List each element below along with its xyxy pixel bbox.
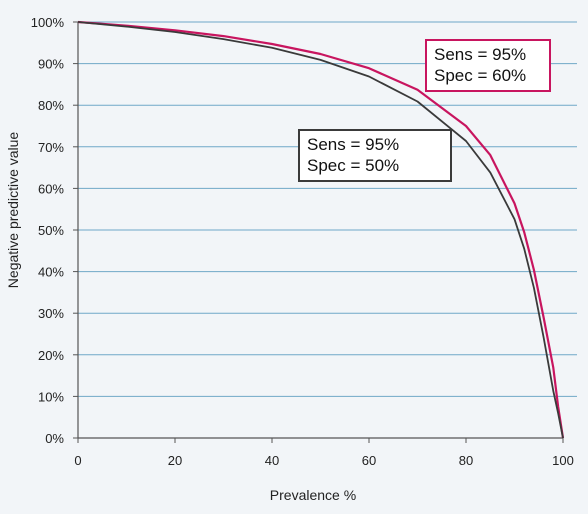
series-line-2	[77, 21, 564, 439]
y-tick-label: 90%	[38, 57, 64, 72]
x-tick-label: 0	[74, 453, 81, 468]
x-tick-label: 60	[362, 453, 376, 468]
annotation-line: Spec = 50%	[307, 156, 399, 175]
annotation-line: Sens = 95%	[307, 135, 399, 154]
x-axis-title: Prevalence %	[270, 487, 356, 503]
x-tick-label: 100	[552, 453, 574, 468]
annotation-line: Spec = 60%	[434, 66, 526, 85]
annotation-border	[425, 39, 551, 92]
x-tick-label: 40	[265, 453, 279, 468]
x-tick-label: 80	[459, 453, 473, 468]
annotations: Sens = 95% Spec = 60% Sens = 95% Spec = 50%	[298, 39, 551, 182]
axes: 0% 10% 20% 30% 40% 50% 60% 70% 80% 90% 100% 0 20 40 60…	[31, 15, 574, 468]
y-tick-label: 0%	[45, 431, 64, 446]
gridlines	[78, 21, 577, 397]
y-tick-label: 70%	[38, 140, 64, 155]
y-tick-label: 30%	[38, 306, 64, 321]
x-tick-label: 20	[168, 453, 182, 468]
y-axis-title: Negative predictive value	[5, 132, 21, 289]
y-tick-label: 80%	[38, 98, 64, 113]
series-layer	[77, 20, 565, 439]
y-tick-label: 50%	[38, 223, 64, 238]
annotation-line: Sens = 95%	[434, 45, 526, 64]
y-tick-label: 60%	[38, 181, 64, 196]
y-tick-label: 40%	[38, 265, 64, 280]
y-tick-label: 100%	[31, 15, 65, 30]
annotation-box-1: Sens = 95% Spec = 60%	[425, 39, 551, 92]
annotation-border	[298, 129, 452, 182]
y-tick-label: 10%	[38, 389, 64, 404]
series-line-1	[77, 20, 565, 439]
annotation-box-2: Sens = 95% Spec = 50%	[298, 129, 452, 182]
y-tick-label: 20%	[38, 348, 64, 363]
